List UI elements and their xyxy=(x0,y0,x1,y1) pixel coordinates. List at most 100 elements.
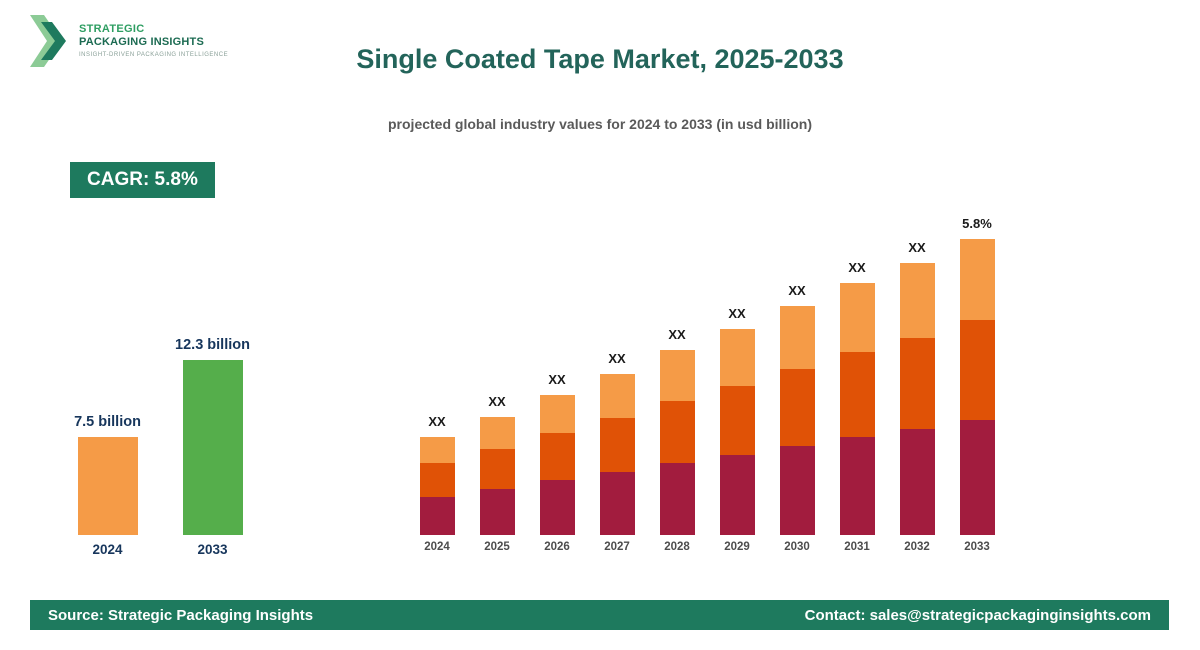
segment-middle xyxy=(659,401,695,463)
segment-bottom xyxy=(959,420,995,535)
segment-middle xyxy=(839,352,875,437)
bar-stack xyxy=(659,350,695,535)
segment-middle xyxy=(539,433,575,480)
bar-value-label: 12.3 billion xyxy=(175,337,250,353)
segment-top xyxy=(419,437,455,463)
bar-stack xyxy=(779,306,815,535)
bar-column: XX 2024 xyxy=(407,198,467,553)
bar-year-label: 2027 xyxy=(604,541,630,553)
cagr-badge: CAGR: 5.8% xyxy=(70,162,215,198)
segment-middle xyxy=(899,338,935,429)
logo-tagline: INSIGHT-DRIVEN PACKAGING INTELLIGENCE xyxy=(79,52,229,59)
segment-middle xyxy=(719,386,755,455)
segment-bottom xyxy=(839,437,875,535)
segment-middle xyxy=(779,369,815,446)
page-title: Single Coated Tape Market, 2025-2033 xyxy=(356,44,844,74)
bar-year-label: 2032 xyxy=(904,541,930,553)
bar-stack xyxy=(539,395,575,535)
logo-line2: PACKAGING INSIGHTS xyxy=(79,35,205,48)
bar-value-label: XX xyxy=(668,327,686,342)
bar-value-label: 7.5 billion xyxy=(74,414,141,430)
segment-bottom xyxy=(659,463,695,535)
segment-bottom xyxy=(479,489,515,535)
summary-bar-chart: 7.5 billion 2024 12.3 billion 2033 xyxy=(60,323,260,557)
bar-area: XX xyxy=(599,198,635,535)
bar-value-label: XX xyxy=(428,414,446,429)
bar-column: XX 2030 xyxy=(767,198,827,553)
bar-stack xyxy=(899,263,935,535)
bar-value-label: 5.8% xyxy=(962,216,992,231)
footer-bar: Source: Strategic Packaging Insights Con… xyxy=(30,600,1169,630)
bar-stack xyxy=(419,437,455,535)
bar-area: XX xyxy=(419,198,455,535)
page-subtitle: projected global industry values for 202… xyxy=(388,116,812,132)
segment-middle xyxy=(599,418,635,472)
segment-top xyxy=(479,417,515,449)
bar-column: XX 2025 xyxy=(467,198,527,553)
segment-middle xyxy=(419,463,455,497)
bar-column: XX 2031 xyxy=(827,198,887,553)
bar-area: XX xyxy=(839,198,875,535)
logo-line1: STRATEGIC xyxy=(79,22,145,35)
bar-year-label: 2024 xyxy=(424,541,450,553)
segment-bottom xyxy=(539,480,575,535)
brand-logo: STRATEGIC PACKAGING INSIGHTS INSIGHT-DRI… xyxy=(30,13,228,69)
bar-value-label: XX xyxy=(728,306,746,321)
bar-stack xyxy=(479,417,515,535)
bar-stack xyxy=(599,374,635,535)
segment-bottom xyxy=(419,497,455,535)
segment-middle xyxy=(479,449,515,489)
bar-year-label: 2033 xyxy=(197,542,228,557)
segment-middle xyxy=(959,320,995,420)
bar-column: XX 2032 xyxy=(887,198,947,553)
segment-bottom xyxy=(779,446,815,535)
bar-stack xyxy=(959,239,995,535)
segment-top xyxy=(599,374,635,418)
bar-year-label: 2031 xyxy=(844,541,870,553)
segment-top xyxy=(959,239,995,320)
bar-year-label: 2024 xyxy=(92,542,123,557)
bar-value-label: XX xyxy=(848,260,866,275)
bar-stack xyxy=(719,329,755,535)
bar-year-label: 2030 xyxy=(784,541,810,553)
segment-top xyxy=(839,283,875,352)
bar-stack xyxy=(839,283,875,535)
bar-value-label: XX xyxy=(608,351,626,366)
bar-year-label: 2033 xyxy=(964,541,990,553)
bar-column: XX 2027 xyxy=(587,198,647,553)
bar-value-label: XX xyxy=(788,283,806,298)
bar-column: 5.8% 2033 xyxy=(947,198,1007,553)
segment-bottom xyxy=(899,429,935,535)
bar xyxy=(182,360,243,535)
mini-bar-column: 12.3 billion 2033 xyxy=(165,323,260,557)
bar-area: XX xyxy=(479,198,515,535)
mini-bar-area: 7.5 billion xyxy=(74,323,141,535)
segment-top xyxy=(659,350,695,401)
footer-source: Source: Strategic Packaging Insights xyxy=(48,606,314,624)
bar-year-label: 2029 xyxy=(724,541,750,553)
bar-area: XX xyxy=(779,198,815,535)
bar-year-label: 2028 xyxy=(664,541,690,553)
segment-top xyxy=(719,329,755,386)
segment-bottom xyxy=(599,472,635,535)
mini-bar-area: 12.3 billion xyxy=(175,323,250,535)
bar-value-label: XX xyxy=(548,372,566,387)
bar-area: XX xyxy=(719,198,755,535)
bar-area: XX xyxy=(539,198,575,535)
segment-top xyxy=(539,395,575,433)
bar-year-label: 2026 xyxy=(544,541,570,553)
bar-year-label: 2025 xyxy=(484,541,510,553)
segment-top xyxy=(899,263,935,338)
bar-area: 5.8% xyxy=(959,198,995,535)
segment-bottom xyxy=(719,455,755,535)
bar-column: XX 2028 xyxy=(647,198,707,553)
segment-top xyxy=(779,306,815,369)
mini-bar-column: 7.5 billion 2024 xyxy=(60,323,155,557)
bar-column: XX 2029 xyxy=(707,198,767,553)
bar-area: XX xyxy=(899,198,935,535)
chevron-logo-icon xyxy=(30,15,66,67)
bar-column: XX 2026 xyxy=(527,198,587,553)
bar xyxy=(77,437,138,535)
bar-area: XX xyxy=(659,198,695,535)
